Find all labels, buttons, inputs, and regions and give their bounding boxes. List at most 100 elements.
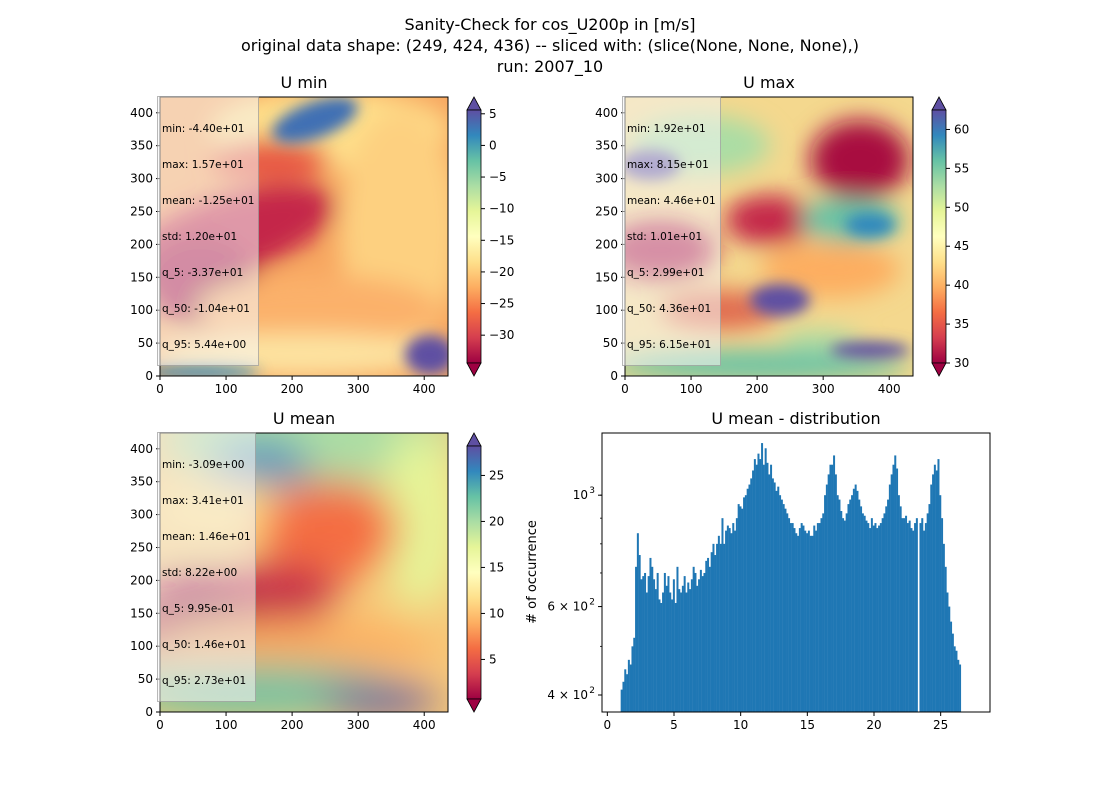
- colorbar-tick-label: 5: [489, 652, 497, 666]
- histogram-bar: [734, 530, 737, 712]
- histogram-bar: [761, 443, 764, 712]
- stat-line: q_5: 9.95e-01: [162, 603, 235, 615]
- colorbar-tick-label: 0: [489, 138, 497, 152]
- stat-line: q_50: 4.36e+01: [627, 303, 712, 315]
- y-tick-label: 100: [595, 303, 618, 317]
- y-tick-label: 10: [573, 488, 588, 502]
- histogram-bar: [690, 579, 693, 712]
- histogram-bar: [782, 504, 785, 712]
- histogram-bar: [878, 525, 881, 712]
- x-tick-label: 400: [413, 382, 436, 396]
- colorbar-tick-label: −25: [489, 297, 514, 311]
- histogram-bar: [777, 486, 780, 712]
- histogram-bar: [770, 464, 773, 712]
- histogram-bar: [842, 518, 845, 712]
- histogram-bar: [795, 533, 798, 712]
- histogram-bar: [897, 495, 900, 712]
- u-min-axes: 0 100 200 300 400 0 50 100 150 200 250 300 350 400: [130, 106, 436, 396]
- histogram-bar: [638, 555, 641, 712]
- histogram-bar: [750, 478, 753, 712]
- colorbar-tick-label: −30: [489, 328, 514, 342]
- histogram-bar: [955, 650, 958, 712]
- histogram-bar: [654, 589, 657, 712]
- y-tick-label: 250: [130, 540, 153, 554]
- histogram-bar: [789, 523, 792, 712]
- histogram-bar: [797, 535, 800, 712]
- histogram-bar: [653, 579, 656, 712]
- histogram-bar: [705, 560, 708, 712]
- histogram-bar: [896, 468, 899, 712]
- histogram-bar: [784, 508, 787, 712]
- colorbar-u-mean: 25 20 15 10 5: [466, 432, 504, 713]
- x-tick-label: 400: [413, 718, 436, 732]
- colorbar-tick-label: 15: [489, 560, 504, 574]
- histogram-bar: [662, 592, 665, 712]
- histogram-bar: [730, 533, 733, 712]
- histogram-bar: [820, 518, 823, 712]
- histogram-bar: [921, 518, 924, 712]
- histogram-bar: [838, 499, 841, 712]
- histogram-bar: [903, 518, 906, 712]
- y-tick-label: 200: [130, 573, 153, 587]
- y-tick-label: 150: [595, 270, 618, 284]
- x-tick-label: 100: [215, 382, 238, 396]
- histogram-bar: [834, 474, 837, 712]
- histogram-bar: [762, 464, 765, 712]
- histogram-bar: [863, 515, 866, 712]
- histogram-bar: [766, 462, 769, 712]
- stat-line: q_95: 6.15e+01: [627, 339, 712, 351]
- y-tick-label: 350: [595, 139, 618, 153]
- y-tick-label: 300: [595, 172, 618, 186]
- histogram-bar: [910, 528, 913, 712]
- colorbar-tick-label: 5: [489, 107, 497, 121]
- histogram-bar: [932, 474, 935, 712]
- histogram-bar: [860, 506, 863, 712]
- y-tick-label: 200: [130, 237, 153, 251]
- histogram-bar: [798, 528, 801, 712]
- histogram-bar: [840, 511, 843, 712]
- histogram-bar: [644, 572, 647, 712]
- stat-line: min: -3.09e+00: [162, 459, 245, 471]
- histogram-bar: [680, 592, 683, 712]
- histogram-bar: [676, 566, 679, 712]
- histogram-bar: [856, 490, 859, 712]
- histogram-bar: [626, 674, 629, 712]
- histogram-bar: [804, 530, 807, 712]
- histogram-bar: [645, 592, 648, 712]
- x-tick-label: 400: [878, 382, 901, 396]
- stat-line: mean: 4.46e+01: [627, 195, 716, 207]
- histogram-bar: [926, 513, 929, 712]
- histogram-bar: [660, 602, 663, 712]
- x-tick-label: 25: [933, 718, 948, 732]
- colorbar-tick-label: −15: [489, 233, 514, 247]
- histogram-bar: [883, 513, 886, 712]
- histogram-bar: [739, 506, 742, 712]
- histogram-bar: [712, 543, 715, 712]
- histogram-bar: [843, 520, 846, 712]
- histogram-bar: [775, 490, 778, 712]
- colorbar-u-max: 60 55 50 45 40 35 30: [931, 96, 969, 377]
- u-mean-title: U mean: [272, 409, 336, 428]
- histogram-bar: [743, 497, 746, 712]
- histogram-bar: [894, 455, 897, 712]
- x-tick-label: 300: [347, 718, 370, 732]
- histogram-bar: [806, 533, 809, 712]
- histogram-bar: [946, 592, 949, 712]
- histogram-bar: [737, 504, 740, 712]
- histogram-title: U mean - distribution: [711, 409, 881, 428]
- histogram-bar: [773, 482, 776, 712]
- y-tick-label: 50: [138, 336, 153, 350]
- histogram-bar: [901, 518, 904, 712]
- histogram-bar: [811, 535, 814, 712]
- y-tick-label: 150: [130, 606, 153, 620]
- y-tick-label: 100: [130, 639, 153, 653]
- histogram-bar: [723, 543, 726, 712]
- histogram-bar: [851, 495, 854, 712]
- colorbar-tick-label: 10: [489, 606, 504, 620]
- stat-line: q_95: 2.73e+01: [162, 675, 247, 687]
- figure-title-line-3: run: 2007_10: [496, 57, 604, 76]
- histogram-bar: [937, 459, 940, 712]
- histogram-bar: [719, 543, 722, 712]
- u-mean-axes: 0 100 200 300 400 0 50 100 150 200 250 300 350 400: [130, 442, 436, 732]
- y-tick-label: 50: [603, 336, 618, 350]
